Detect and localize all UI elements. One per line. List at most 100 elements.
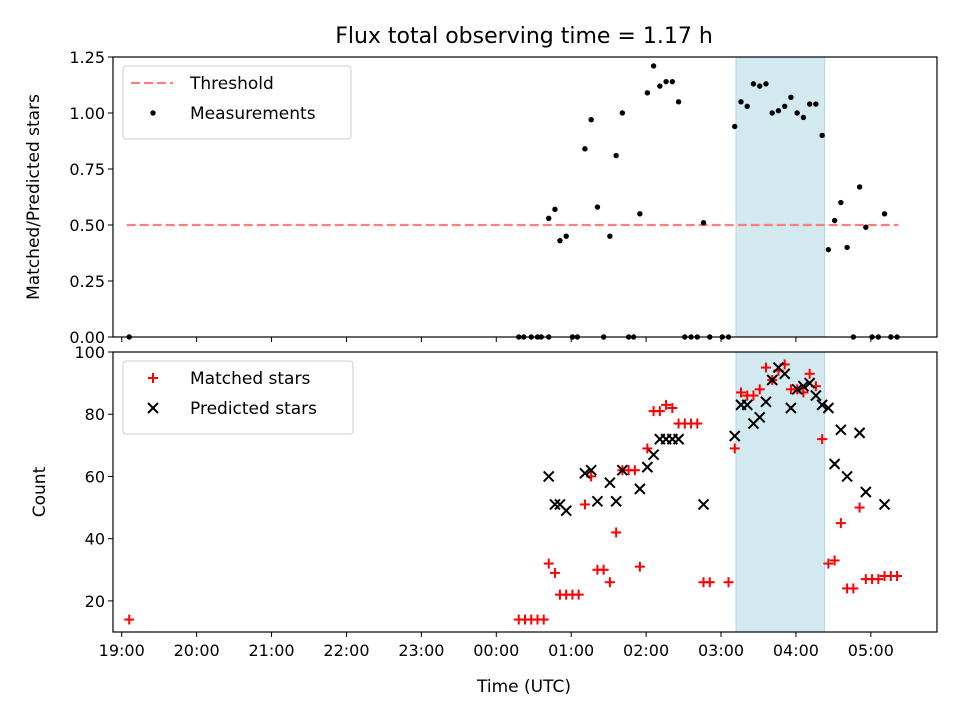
matched-star-marker — [892, 571, 903, 581]
legend-label: Matched stars — [190, 369, 310, 389]
matched-star-marker — [543, 558, 554, 569]
x-axis-label: Time (UTC) — [476, 677, 571, 697]
predicted-star-marker — [835, 424, 847, 436]
predicted-star-marker-b — [579, 467, 591, 480]
measurement-point — [650, 63, 657, 69]
predicted-star-marker — [878, 498, 891, 511]
measurement-point — [744, 103, 750, 109]
measurement-point — [552, 206, 558, 213]
measurement-point — [546, 215, 552, 221]
predicted-star-marker-b — [641, 461, 654, 473]
predicted-star-marker-b — [591, 495, 604, 508]
top-y-tick-label: 0.25 — [69, 272, 105, 291]
legend-label: Predicted stars — [190, 399, 317, 419]
measurement-point — [607, 233, 613, 239]
legend-predicted-swatch-b — [147, 402, 159, 414]
measurement-point — [863, 224, 869, 230]
predicted-star-marker-b — [610, 495, 622, 508]
measurement-point — [669, 78, 676, 85]
predicted-star-marker — [729, 430, 741, 442]
predicted-star-marker — [543, 470, 555, 483]
bottom-y-tick-label: 60 — [85, 467, 105, 486]
predicted-star-marker — [853, 427, 866, 439]
measurement-point — [663, 78, 669, 85]
x-tick-label: 22:00 — [323, 641, 369, 660]
bottom-panel: 20 40 60 80 100 19:00 20:00 21:00 22:00 23:00 00:0… — [74, 343, 938, 660]
top-y-axis-label: Matched/Predicted stars — [24, 94, 44, 300]
predicted-star-marker-b — [634, 483, 646, 495]
predicted-star-marker-b — [772, 361, 785, 374]
matched-star-marker — [598, 564, 609, 575]
x-tick-label: 03:00 — [698, 641, 744, 660]
measurement-point — [732, 123, 738, 130]
measurement-point — [806, 101, 813, 107]
x-tick-label: 19:00 — [99, 641, 145, 660]
bottom-y-tick-label: 100 — [74, 343, 105, 362]
measurement-point — [557, 237, 563, 244]
top-y-tick-label: 0.50 — [69, 216, 105, 235]
matched-star-marker — [835, 518, 846, 529]
measurement-point — [844, 244, 850, 251]
matched-star-marker — [754, 384, 765, 395]
predicted-star-marker-b — [797, 380, 810, 392]
legend-label: Measurements — [190, 104, 316, 124]
predicted-star-marker — [647, 448, 660, 461]
predicted-star-marker — [822, 402, 835, 414]
predicted-star-marker — [791, 383, 803, 396]
bottom-y-tick-label: 20 — [85, 592, 105, 611]
measurement-point — [838, 199, 844, 206]
measurement-point — [738, 99, 744, 105]
measurement-point — [657, 83, 663, 89]
predicted-star-marker-b — [810, 389, 822, 402]
matched-star-marker — [823, 558, 834, 569]
matched-star-marker — [634, 561, 645, 572]
predicted-star-marker-b — [778, 368, 791, 380]
predicted-star-marker — [585, 464, 597, 476]
x-tick-label: 21:00 — [249, 641, 295, 660]
x-tick-label: 23:00 — [398, 641, 444, 660]
matched-star-marker — [729, 443, 740, 454]
predicted-star-marker — [766, 374, 778, 386]
predicted-star-marker-b — [697, 498, 710, 511]
measurement-point — [582, 146, 588, 152]
predicted-star-marker — [610, 495, 622, 508]
predicted-star-marker-b — [754, 411, 766, 424]
measurement-point — [763, 81, 769, 87]
top-y-tick-label: 0.75 — [69, 160, 105, 179]
predicted-star-marker-b — [672, 433, 685, 445]
matched-star-marker — [817, 434, 828, 445]
matched-star-marker — [604, 577, 615, 588]
bottom-shaded-interval — [735, 351, 826, 633]
matched-star-marker — [804, 368, 815, 379]
matched-star-marker — [829, 555, 840, 566]
matched-star-marker — [573, 589, 584, 600]
matched-star-marker — [704, 577, 715, 588]
matched-star-marker — [760, 362, 771, 373]
measurement-point — [825, 246, 832, 253]
predicted-star-marker-b — [549, 498, 561, 511]
measurement-point — [700, 220, 707, 226]
measurement-point — [856, 184, 863, 190]
matched-star-marker — [873, 574, 884, 585]
matched-star-marker — [854, 502, 865, 513]
measurement-point — [588, 117, 594, 123]
predicted-star-marker-b — [785, 402, 797, 414]
x-tick-label: 04:00 — [773, 641, 819, 660]
measurement-point — [769, 110, 775, 116]
top-legend: Threshold Measurements — [122, 65, 352, 140]
top-panel: 0.00 0.25 0.50 0.75 1.00 1.25 Threshold Measure… — [69, 48, 938, 347]
measurement-point — [675, 99, 682, 105]
x-tick-label: 02:00 — [623, 641, 669, 660]
predicted-star-marker-b — [543, 470, 555, 483]
measurement-point — [794, 110, 800, 116]
measurement-point — [831, 217, 838, 224]
bottom-legend: Matched stars Predicted stars — [122, 360, 354, 435]
predicted-star-marker-b — [803, 377, 816, 389]
bottom-axes-frame — [112, 351, 938, 633]
predicted-star-marker-b — [729, 430, 741, 442]
chart-title: Flux total observing time = 1.17 h — [335, 24, 713, 49]
predicted-star-marker — [741, 399, 753, 411]
top-axes-frame — [112, 56, 938, 338]
predicted-star-marker-b — [604, 476, 616, 489]
